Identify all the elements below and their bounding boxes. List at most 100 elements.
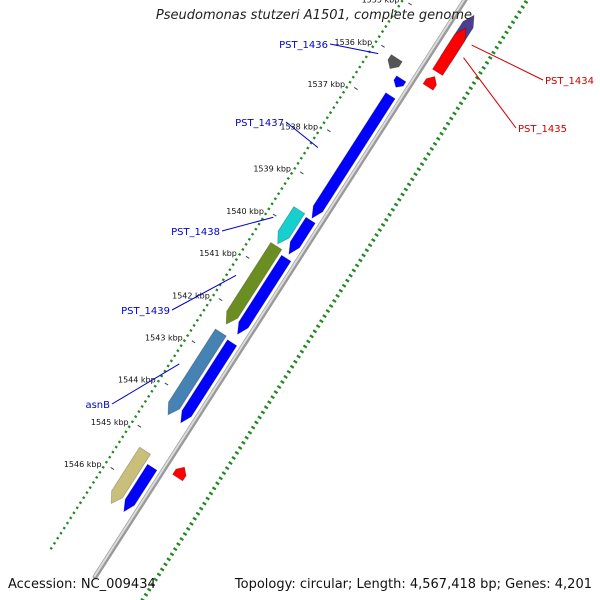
gc-dot — [72, 511, 76, 515]
gc-dot — [312, 329, 318, 334]
gc-dot — [400, 0, 404, 3]
gc-dot — [419, 162, 425, 167]
gc-dot — [241, 247, 245, 251]
gc-dot — [289, 364, 295, 369]
gc-dot — [104, 460, 109, 464]
gc-dot — [134, 415, 138, 419]
gc-dot — [179, 344, 183, 348]
gc-dot — [228, 461, 233, 466]
gc-dot — [387, 212, 392, 217]
gc-dot — [159, 567, 165, 572]
gc-dot — [286, 369, 292, 374]
gc-dot — [153, 384, 157, 388]
gc-dot — [319, 319, 324, 324]
gene-arrow — [288, 216, 316, 255]
accession-label: Accession: NC_009434 — [8, 577, 156, 592]
gc-dot — [56, 536, 60, 540]
gc-dot — [426, 151, 431, 156]
gc-dot — [211, 486, 217, 491]
gc-dot — [280, 187, 284, 191]
gc-dot — [387, 19, 391, 23]
gc-dot — [432, 141, 438, 146]
gc-dot — [413, 172, 418, 177]
gc-dot — [108, 455, 112, 459]
gc-dot — [468, 86, 474, 91]
gc-dot — [244, 242, 248, 246]
gene-leader-line — [471, 44, 544, 81]
gc-dot — [465, 91, 470, 96]
gc-dot — [234, 257, 238, 262]
gene-label: PST_1438 — [171, 227, 220, 238]
gc-dot — [397, 4, 401, 8]
tick-mark — [326, 129, 331, 133]
gc-dot — [228, 268, 232, 272]
tick-mark — [299, 171, 304, 175]
gc-dot — [325, 309, 331, 314]
gc-dot — [364, 248, 370, 253]
tick-label: 1541 kbp — [199, 249, 237, 258]
gc-dot — [52, 541, 57, 545]
gc-dot — [332, 298, 337, 303]
gc-dot — [263, 212, 268, 216]
gc-dot — [247, 237, 251, 241]
gc-dot — [91, 480, 96, 485]
gc-dot — [257, 415, 262, 420]
gc-dot — [442, 126, 448, 131]
gene-label: PST_1435 — [518, 124, 567, 135]
gc-dot — [273, 197, 277, 201]
gc-dot — [185, 526, 191, 531]
gc-dot — [380, 222, 386, 227]
gc-dot — [153, 577, 158, 582]
gc-dot — [202, 501, 207, 506]
gc-dot — [176, 349, 180, 353]
gc-dot — [393, 9, 398, 13]
tick-label: 1542 kbp — [172, 291, 210, 300]
gc-dot — [150, 582, 155, 587]
gc-dot — [371, 238, 376, 243]
gc-dot — [384, 217, 389, 222]
gc-dot — [234, 450, 240, 455]
gc-dot — [338, 288, 344, 293]
gc-dot — [332, 105, 336, 110]
gc-dot — [497, 40, 503, 45]
gc-dot — [484, 60, 490, 65]
gc-dot — [267, 207, 271, 211]
gc-dot — [263, 405, 269, 410]
gc-dot — [461, 96, 467, 101]
gc-dot — [163, 562, 168, 567]
gc-dot — [231, 263, 235, 267]
gc-dot — [127, 425, 131, 429]
gc-dot — [341, 90, 346, 94]
gc-dot — [130, 420, 135, 424]
tick-label: 1546 kbp — [64, 460, 102, 469]
gene-leader-line — [329, 43, 379, 55]
gc-dot — [351, 268, 357, 273]
gene-leader-line — [463, 57, 517, 129]
gc-dot — [189, 328, 193, 333]
gc-dot — [494, 45, 500, 50]
gc-dot — [322, 314, 327, 319]
gc-dot — [358, 258, 363, 263]
gc-dot — [85, 491, 89, 495]
gc-dot — [280, 379, 285, 384]
gc-dot — [523, 0, 529, 4]
gene-label: PST_1437 — [235, 118, 284, 129]
tick-label: 1539 kbp — [253, 165, 291, 174]
gc-dot — [361, 253, 366, 258]
tick-mark — [245, 255, 250, 259]
gene-arrow — [123, 463, 158, 513]
gc-dot — [351, 75, 355, 79]
backbone-shadow — [92, 0, 468, 580]
gc-dot — [215, 288, 219, 292]
gc-dot — [354, 263, 360, 268]
gc-dot — [221, 471, 227, 476]
gc-dot — [293, 166, 297, 170]
gc-dot — [504, 30, 509, 35]
gc-dot — [257, 222, 261, 226]
gc-dot — [166, 364, 170, 368]
gc-dot — [101, 465, 105, 469]
gc-dot — [429, 146, 435, 151]
gc-dot — [397, 197, 402, 202]
gc-dot — [65, 521, 70, 525]
gc-dot — [377, 227, 383, 232]
